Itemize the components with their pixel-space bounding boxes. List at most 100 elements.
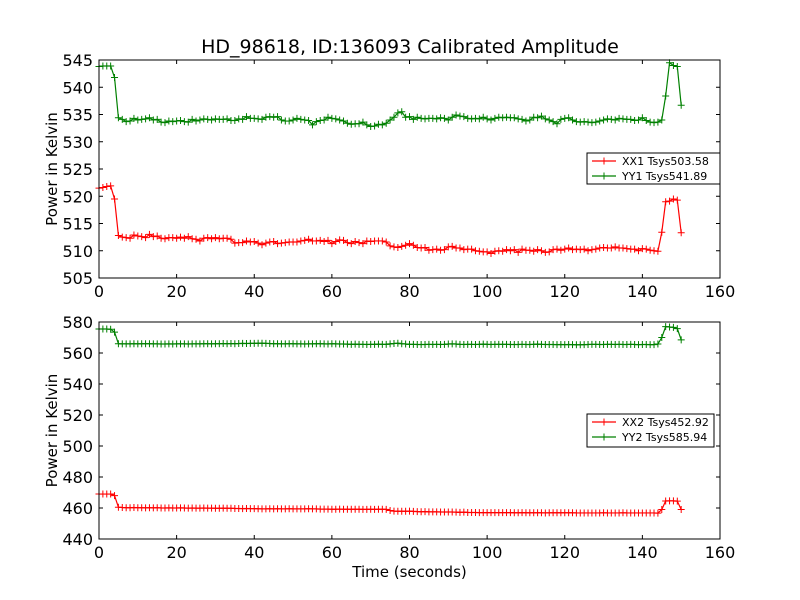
y-tick-label: 540	[62, 78, 93, 97]
data-point	[561, 245, 569, 253]
data-point	[654, 509, 662, 517]
data-point	[231, 116, 239, 124]
data-point	[406, 113, 413, 121]
data-point	[662, 198, 670, 206]
data-point	[324, 113, 332, 121]
data-point	[495, 113, 503, 121]
data-point	[235, 115, 243, 123]
data-point	[111, 328, 119, 336]
data-point	[600, 243, 608, 251]
data-point	[308, 121, 316, 129]
bottom-series-markers-1	[95, 490, 685, 517]
data-point	[142, 115, 150, 123]
data-point	[126, 234, 134, 242]
data-point	[673, 63, 681, 71]
y-tick-label: 440	[62, 530, 93, 549]
data-point	[184, 118, 192, 126]
data-point	[177, 116, 185, 124]
data-point	[600, 116, 608, 124]
x-tick-label: 80	[399, 543, 419, 562]
data-point	[320, 116, 328, 124]
data-point	[242, 113, 250, 121]
data-point	[537, 112, 545, 120]
data-point	[456, 244, 464, 252]
data-point	[460, 246, 468, 254]
data-point	[658, 116, 666, 124]
data-point	[258, 241, 266, 249]
data-point	[398, 242, 406, 250]
data-point	[580, 118, 588, 126]
data-point	[165, 117, 173, 125]
data-point	[491, 114, 499, 122]
x-tick-label: 100	[472, 543, 503, 562]
data-point	[569, 246, 577, 254]
data-point	[654, 340, 662, 348]
y-tick-label: 505	[62, 269, 93, 288]
data-point	[343, 239, 351, 247]
data-point	[297, 237, 305, 245]
y-tick-label: 480	[62, 468, 93, 487]
data-point	[596, 117, 604, 125]
data-point	[650, 341, 658, 349]
data-point	[355, 120, 363, 128]
data-point	[409, 241, 417, 249]
data-point	[153, 232, 161, 240]
data-point	[343, 119, 351, 127]
data-point	[580, 245, 588, 253]
data-point	[534, 246, 542, 254]
y-tick-label: 515	[62, 215, 93, 234]
data-point	[553, 120, 561, 128]
data-point	[483, 248, 491, 256]
data-point	[615, 114, 623, 122]
data-point	[149, 116, 157, 124]
data-point	[134, 232, 142, 240]
data-point	[161, 235, 169, 243]
data-point	[386, 242, 394, 250]
data-point	[541, 115, 549, 123]
data-point	[572, 245, 580, 253]
data-point	[440, 114, 448, 122]
data-point	[456, 112, 464, 120]
data-point	[340, 117, 348, 125]
data-point	[557, 115, 565, 123]
top-legend: XX1 Tsys503.58 YY1 Tsys541.89	[586, 152, 721, 185]
data-point	[402, 113, 410, 121]
data-point	[111, 492, 119, 500]
data-point	[99, 184, 107, 192]
legend-label: YY2 Tsys585.94	[621, 431, 707, 444]
data-point	[592, 118, 600, 126]
data-point	[526, 246, 534, 254]
data-point	[406, 240, 413, 248]
data-point	[211, 115, 219, 123]
data-point	[219, 115, 227, 123]
data-point	[363, 121, 371, 129]
data-point	[196, 237, 204, 245]
data-point	[413, 243, 421, 251]
y-tick-label: 500	[62, 437, 93, 456]
data-point	[499, 247, 507, 255]
data-point	[332, 115, 340, 123]
legend-box	[586, 413, 715, 448]
y-tick-label: 535	[62, 106, 93, 125]
data-point	[510, 246, 518, 254]
data-point	[669, 195, 677, 203]
data-point	[619, 115, 627, 123]
data-point	[646, 118, 654, 126]
data-point	[254, 115, 262, 123]
data-point	[584, 118, 592, 126]
data-point	[305, 116, 313, 124]
data-point	[607, 115, 615, 123]
x-tick-label: 160	[705, 282, 736, 301]
y-tick-label: 460	[62, 499, 93, 518]
data-point	[565, 114, 573, 122]
data-point	[471, 114, 479, 122]
data-point	[223, 115, 231, 123]
data-point	[634, 247, 642, 255]
data-point	[444, 116, 452, 124]
data-point	[433, 245, 441, 253]
data-point	[530, 113, 538, 121]
data-point	[208, 235, 216, 243]
data-point	[270, 237, 278, 245]
data-point	[638, 114, 646, 122]
